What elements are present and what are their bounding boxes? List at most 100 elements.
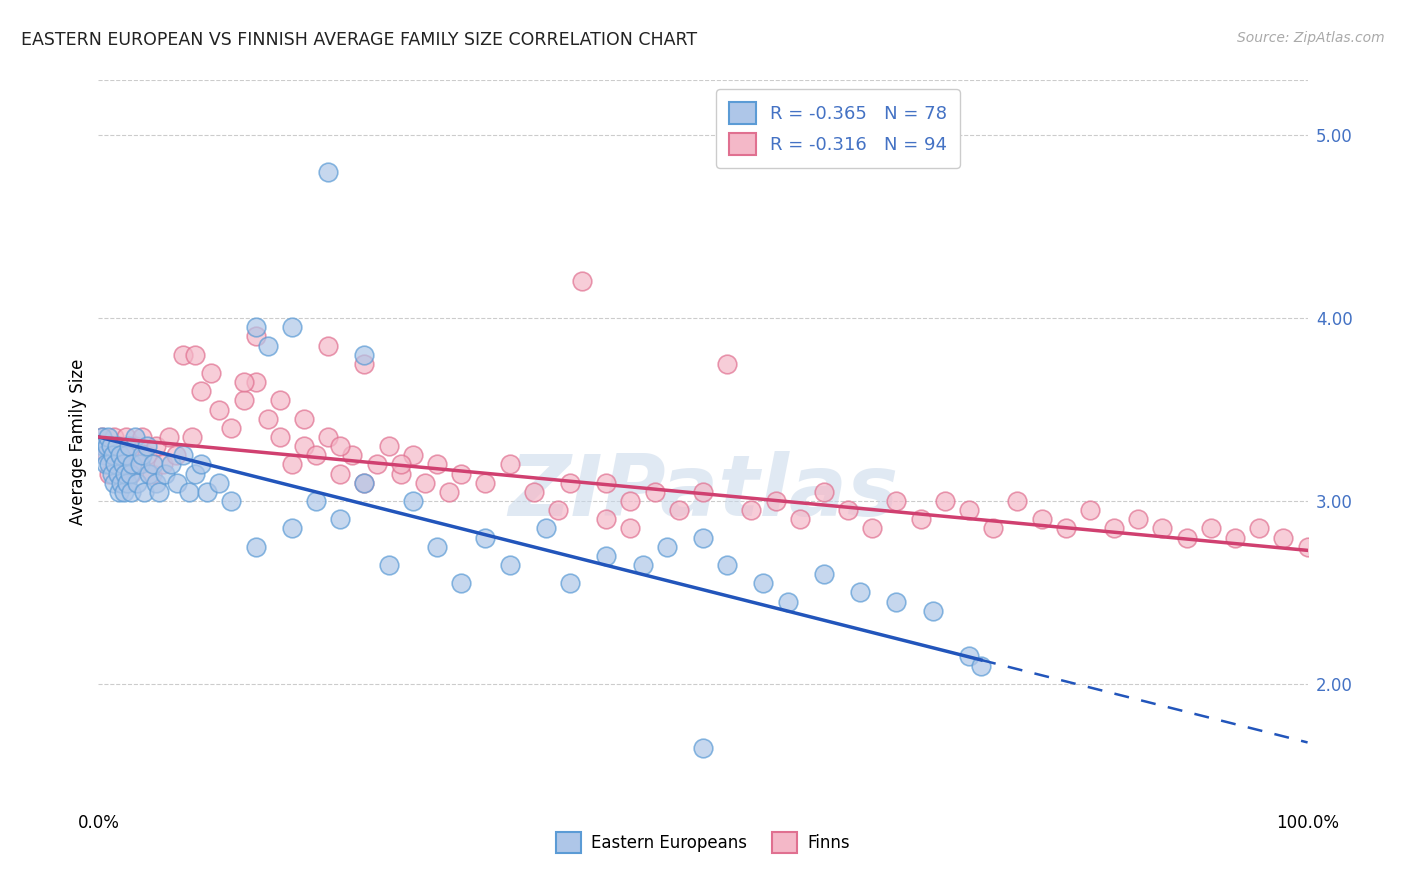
Point bbox=[366, 458, 388, 472]
Point bbox=[281, 320, 304, 334]
Point bbox=[305, 448, 328, 462]
Point bbox=[118, 439, 141, 453]
Legend: Eastern Europeans, Finns: Eastern Europeans, Finns bbox=[550, 826, 856, 860]
Point bbox=[112, 458, 135, 472]
Point bbox=[221, 421, 243, 435]
Point bbox=[256, 338, 278, 352]
Point bbox=[127, 475, 149, 490]
Point bbox=[172, 348, 194, 362]
Point bbox=[957, 503, 980, 517]
Point bbox=[108, 467, 131, 481]
Point bbox=[389, 467, 412, 481]
Point bbox=[534, 521, 557, 535]
Point bbox=[195, 484, 218, 499]
Point bbox=[232, 393, 254, 408]
Point bbox=[110, 439, 132, 453]
Point bbox=[281, 458, 304, 472]
Point bbox=[184, 467, 207, 481]
Point bbox=[114, 467, 136, 481]
Point bbox=[450, 467, 472, 481]
Point bbox=[184, 348, 207, 362]
Point bbox=[165, 448, 187, 462]
Y-axis label: Average Family Size: Average Family Size bbox=[69, 359, 87, 524]
Point bbox=[166, 475, 188, 490]
Point bbox=[93, 439, 115, 453]
Point bbox=[860, 521, 883, 535]
Point bbox=[1272, 531, 1295, 545]
Point bbox=[145, 439, 167, 453]
Point bbox=[1078, 503, 1101, 517]
Point bbox=[105, 439, 128, 453]
Point bbox=[316, 165, 339, 179]
Point bbox=[752, 576, 775, 591]
Point bbox=[200, 366, 222, 380]
Point bbox=[813, 484, 835, 499]
Point bbox=[127, 458, 149, 472]
Point bbox=[118, 467, 141, 481]
Point bbox=[94, 458, 117, 472]
Point bbox=[716, 357, 738, 371]
Point bbox=[103, 475, 125, 490]
Point bbox=[619, 521, 641, 535]
Point bbox=[98, 467, 121, 481]
Point bbox=[1102, 521, 1125, 535]
Point bbox=[101, 448, 124, 462]
Point bbox=[232, 375, 254, 389]
Point bbox=[789, 512, 811, 526]
Point bbox=[134, 484, 156, 499]
Point bbox=[595, 549, 617, 563]
Point bbox=[107, 467, 129, 481]
Point bbox=[103, 430, 125, 444]
Point bbox=[91, 430, 114, 444]
Point bbox=[692, 740, 714, 755]
Point bbox=[329, 467, 352, 481]
Point bbox=[245, 329, 267, 343]
Point bbox=[208, 402, 231, 417]
Point bbox=[1199, 521, 1222, 535]
Point bbox=[120, 467, 142, 481]
Point bbox=[1296, 540, 1319, 554]
Point bbox=[221, 494, 243, 508]
Point bbox=[353, 475, 375, 490]
Point bbox=[118, 448, 141, 462]
Point bbox=[402, 448, 425, 462]
Point bbox=[245, 320, 267, 334]
Point bbox=[110, 475, 132, 490]
Point bbox=[1152, 521, 1174, 535]
Point bbox=[692, 531, 714, 545]
Point bbox=[474, 475, 496, 490]
Point bbox=[97, 430, 120, 444]
Point bbox=[145, 475, 167, 490]
Point bbox=[124, 439, 146, 453]
Point bbox=[245, 375, 267, 389]
Point bbox=[498, 458, 520, 472]
Point bbox=[305, 494, 328, 508]
Point bbox=[813, 567, 835, 582]
Point bbox=[655, 540, 678, 554]
Point bbox=[91, 439, 114, 453]
Point bbox=[921, 604, 943, 618]
Point bbox=[108, 448, 131, 462]
Point bbox=[157, 430, 180, 444]
Point bbox=[498, 558, 520, 572]
Point bbox=[558, 475, 581, 490]
Point bbox=[96, 439, 118, 453]
Point bbox=[256, 411, 278, 425]
Point bbox=[115, 448, 138, 462]
Point bbox=[141, 467, 163, 481]
Point bbox=[413, 475, 436, 490]
Point bbox=[190, 458, 212, 472]
Point bbox=[329, 512, 352, 526]
Point bbox=[105, 448, 128, 462]
Point bbox=[353, 475, 375, 490]
Point bbox=[631, 558, 654, 572]
Point bbox=[1249, 521, 1271, 535]
Point bbox=[970, 658, 993, 673]
Point bbox=[910, 512, 932, 526]
Point bbox=[172, 448, 194, 462]
Point bbox=[100, 439, 122, 453]
Point bbox=[837, 503, 859, 517]
Point bbox=[558, 576, 581, 591]
Point bbox=[179, 484, 201, 499]
Point bbox=[668, 503, 690, 517]
